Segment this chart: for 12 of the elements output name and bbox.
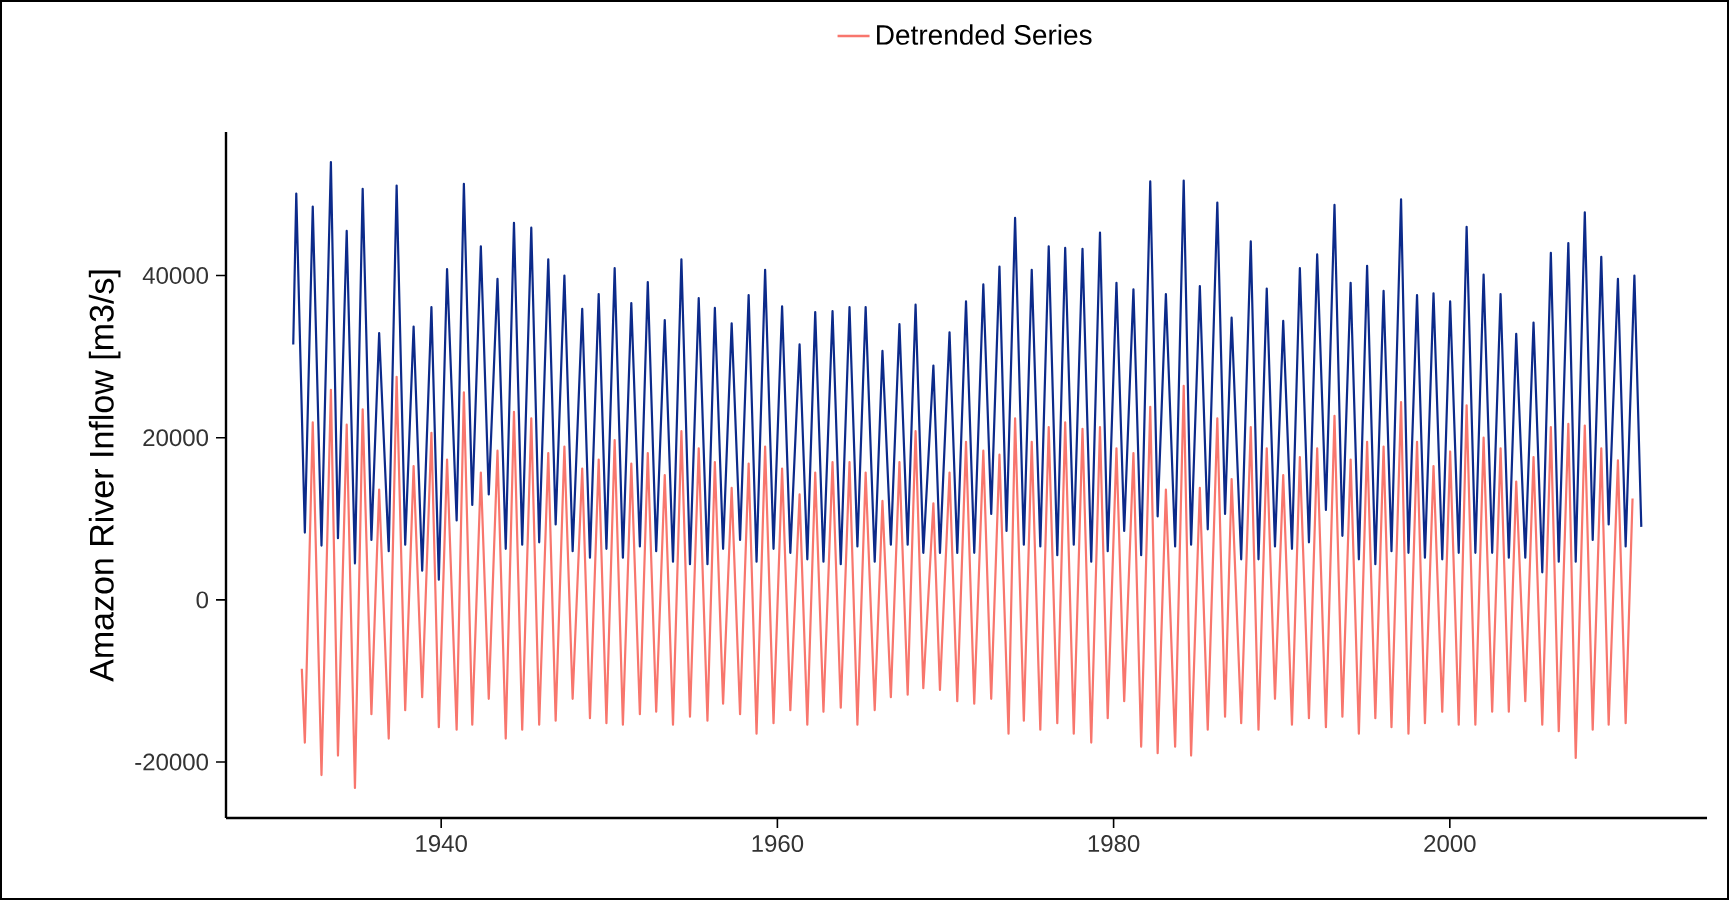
y-tick-label: 40000	[142, 267, 208, 284]
x-tick-label: 1940	[416, 835, 467, 853]
y-tick-label: 0	[196, 591, 209, 609]
legend-label: Detrended Series	[877, 24, 1092, 45]
y-tick-label: -20000	[135, 753, 208, 771]
x-tick-label: 1980	[1088, 835, 1140, 853]
y-tick-label: 20000	[143, 429, 208, 447]
line-series	[292, 160, 1643, 581]
x-tick-label: 1960	[752, 835, 804, 853]
x-tick-label: 2000	[1424, 835, 1476, 853]
y-axis-title: Amazon River Inflow [m3/s]	[88, 270, 121, 682]
line-series	[300, 375, 1634, 790]
